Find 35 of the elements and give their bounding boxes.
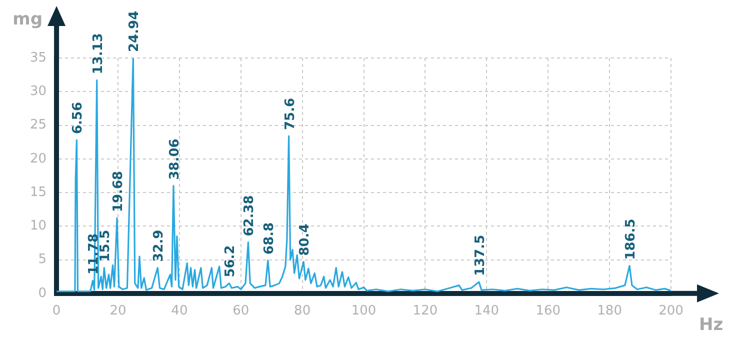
x-tick-label: 120 [412, 304, 438, 319]
annotation: 24.94 [127, 10, 142, 52]
y-tick-label: 35 [30, 50, 47, 66]
y-tick-label: 15 [30, 184, 47, 200]
annotation: 75.6 [282, 98, 298, 130]
x-tick-label: 100 [351, 304, 376, 319]
x-tick-label: 200 [658, 304, 684, 319]
annotation: 186.5 [624, 218, 639, 260]
annotation: 15.5 [98, 230, 114, 262]
y-tick-label: 5 [38, 252, 47, 268]
annotation: 32.9 [152, 230, 167, 262]
annotation: 6.56 [70, 102, 86, 134]
annotation: 62.38 [242, 195, 258, 236]
annotation: 13.13 [90, 33, 106, 74]
x-tick-label: 80 [294, 304, 311, 319]
annotation: 68.8 [262, 222, 277, 254]
annotation: 56.2 [223, 245, 238, 278]
x-tick-label: 0 [52, 304, 61, 319]
x-tick-label: 140 [474, 304, 500, 319]
x-tick-label: 60 [232, 304, 250, 319]
annotation: 38.06 [167, 138, 182, 180]
annotation: 137.5 [472, 234, 488, 276]
x-tick-label: 180 [597, 304, 622, 319]
annotation: 80.4 [298, 224, 313, 256]
y-tick-label: 10 [30, 218, 47, 234]
x-tick-label: 40 [171, 304, 188, 319]
y-tick-label: 0 [38, 286, 47, 301]
y-tick-label: 30 [30, 84, 47, 100]
x-tick-label: 160 [536, 304, 561, 319]
y-tick-label: 25 [30, 118, 47, 133]
y-tick-label: 20 [30, 151, 47, 166]
annotation: 19.68 [111, 170, 126, 212]
y-axis-title: mg [12, 9, 43, 30]
x-tick-label: 20 [110, 304, 126, 319]
x-axis-title: Hz [699, 314, 724, 335]
